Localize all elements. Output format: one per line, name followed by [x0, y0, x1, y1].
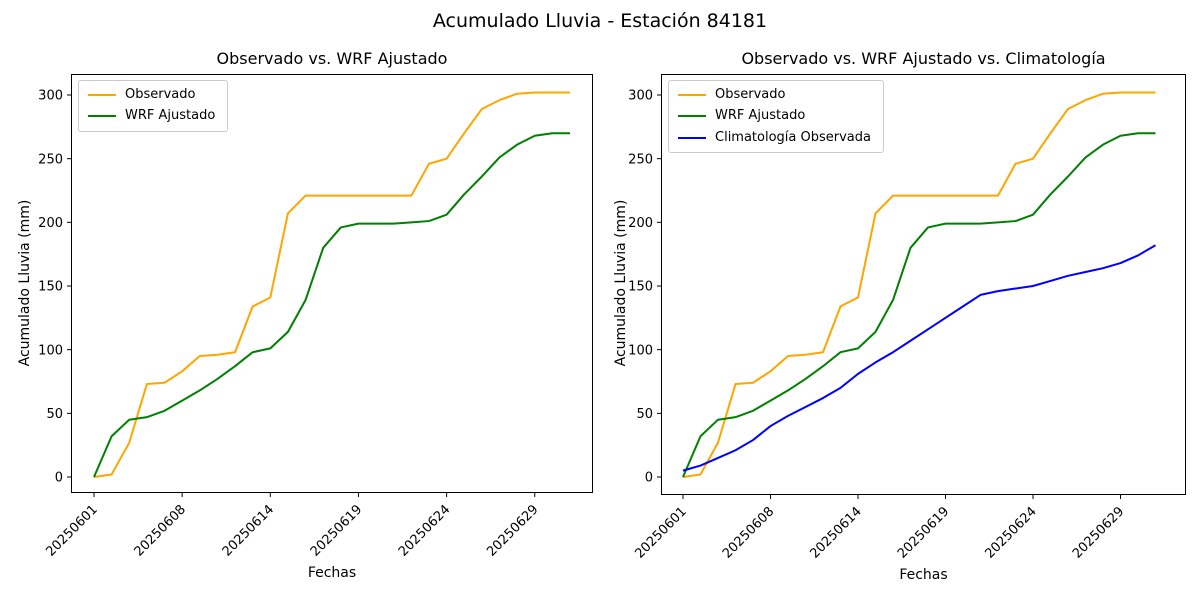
wrf-ajustado-line: [682, 132, 1156, 478]
observado-line: [93, 91, 571, 478]
y-tick-label: 200: [38, 216, 63, 231]
y-tick-label: 300: [628, 89, 653, 104]
legend-line-sample: [678, 136, 706, 139]
legend-label: Observado: [715, 87, 786, 102]
x-tick-label: 20250608: [720, 504, 777, 561]
y-tick-label: 50: [46, 407, 63, 422]
legend-entry: Observado: [678, 87, 871, 102]
climatolog-a-observada-line: [682, 244, 1157, 472]
y-tick-label: 300: [38, 89, 63, 104]
x-tick-label: 20250624: [396, 502, 453, 559]
y-tick-label: 0: [645, 471, 653, 486]
y-tick-label: 100: [628, 343, 653, 358]
legend-line-sample: [678, 94, 706, 97]
x-tick-label: 20250614: [807, 504, 864, 561]
legend-line-sample: [678, 115, 706, 118]
legend-entry: WRF Ajustado: [678, 108, 871, 124]
legend-label: WRF Ajustado: [125, 108, 216, 124]
axes-spines: [71, 74, 593, 493]
x-tick-label: 20250624: [982, 504, 1039, 561]
wrf-ajustado-line: [93, 132, 571, 478]
legend-label: Observado: [125, 87, 196, 102]
y-tick-label: 0: [55, 471, 63, 486]
subplot-left: Observado vs. WRF Ajustado 0 50 100 150 200 2…: [38, 49, 593, 581]
legend-line-sample: [88, 94, 116, 97]
y-tick-label: 250: [628, 152, 653, 167]
subplot-left-xlabel: Fechas: [307, 565, 357, 581]
subplot-right-title: Observado vs. WRF Ajustado vs. Climatolo…: [741, 49, 1106, 68]
x-tick-label: 20250629: [484, 502, 541, 559]
subplot-right-ylabel: Acumulado Lluvia (mm): [613, 199, 629, 367]
x-tick-label: 20250601: [43, 502, 100, 559]
x-tick-label: 20250601: [632, 504, 689, 561]
subplot-left-ylabel: Acumulado Lluvia (mm): [17, 199, 33, 367]
legend-label: Climatología Observada: [715, 129, 871, 145]
figure-suptitle: Acumulado Lluvia - Estación 84181: [432, 10, 768, 32]
x-tick-label: 20250619: [308, 502, 365, 559]
y-tick-label: 200: [628, 216, 653, 231]
observado-line: [682, 91, 1156, 478]
subplot-left-plot-area: 0 50 100 150 200 250 300 20250601 20250608 202506…: [38, 74, 593, 560]
axes-spines: [661, 74, 1186, 495]
subplot-right-legend: Observado WRF Ajustado Climatología Observ…: [668, 80, 884, 153]
subplot-left-title: Observado vs. WRF Ajustado: [216, 49, 448, 68]
legend-entry: Observado: [88, 87, 215, 102]
x-tick-label: 20250608: [132, 502, 189, 559]
legend-entry: Climatología Observada: [678, 129, 871, 145]
subplot-left-legend: Observado WRF Ajustado: [78, 80, 229, 132]
legend-label: WRF Ajustado: [715, 108, 806, 124]
y-tick-label: 150: [38, 280, 63, 295]
subplot-right-xlabel: Fechas: [899, 567, 948, 583]
subplot-right: Observado vs. WRF Ajustado vs. Climatolo…: [628, 49, 1186, 583]
legend-line-sample: [88, 115, 116, 118]
y-tick-label: 100: [38, 343, 63, 358]
y-tick-label: 150: [628, 280, 653, 295]
legend-entry: WRF Ajustado: [88, 108, 216, 124]
x-tick-label: 20250629: [1070, 504, 1127, 561]
y-tick-label: 50: [636, 407, 653, 422]
y-tick-label: 250: [38, 152, 63, 167]
x-tick-label: 20250619: [895, 504, 952, 561]
x-tick-label: 20250614: [220, 502, 277, 559]
